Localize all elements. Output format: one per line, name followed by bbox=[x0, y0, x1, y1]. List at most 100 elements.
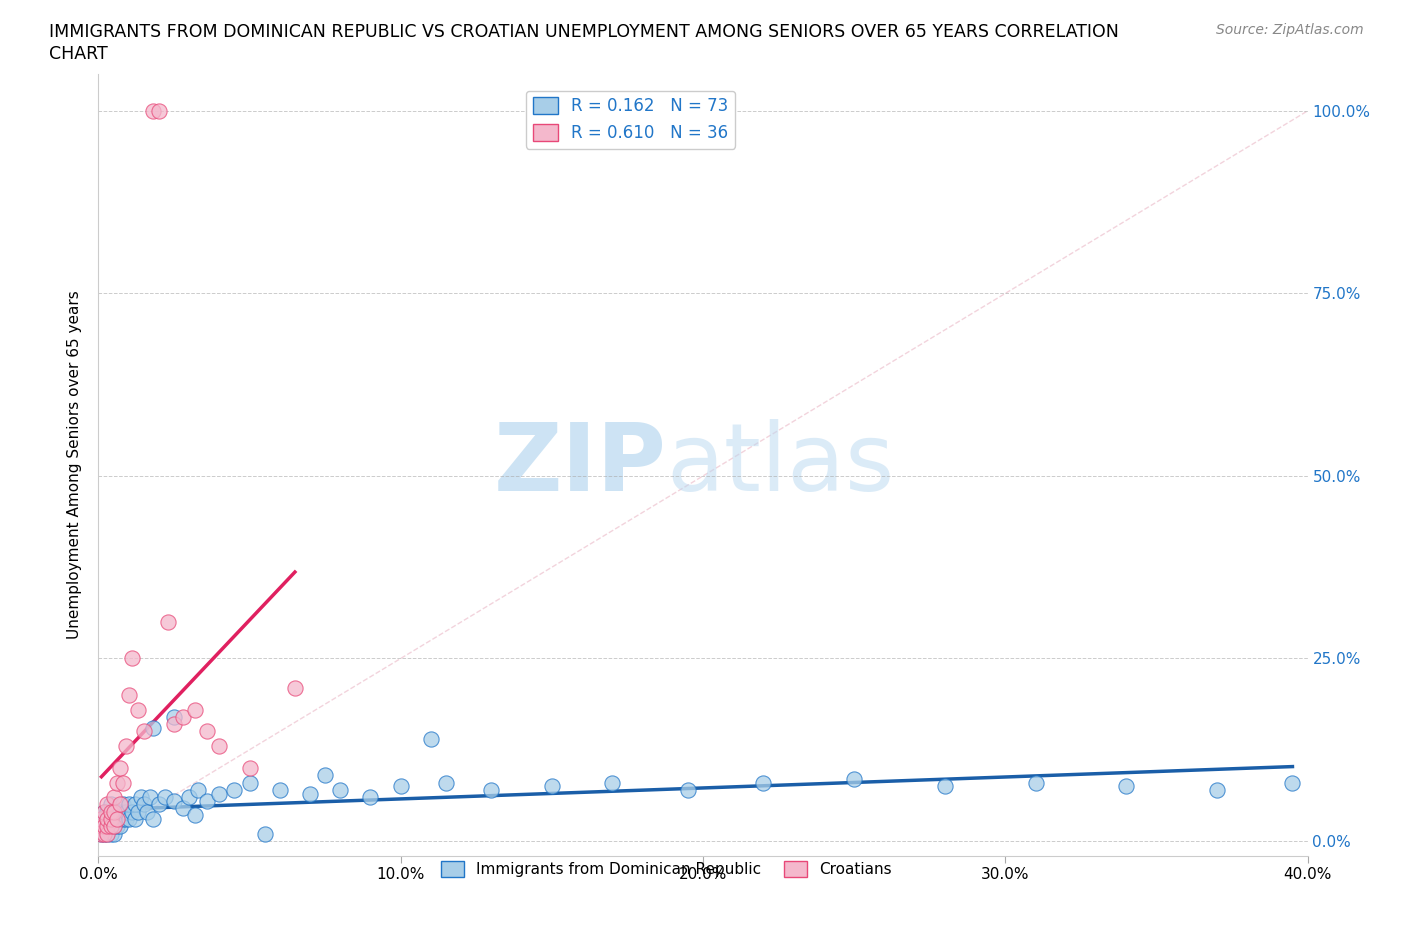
Point bbox=[90, 812, 112, 827]
Point bbox=[100, 797, 122, 812]
Point bbox=[121, 651, 143, 666]
Point bbox=[90, 819, 112, 834]
Point bbox=[420, 731, 443, 746]
Point bbox=[118, 797, 141, 812]
Point bbox=[389, 778, 412, 793]
Point bbox=[100, 812, 122, 827]
Point bbox=[124, 797, 146, 812]
Point bbox=[103, 826, 125, 841]
Point bbox=[1206, 782, 1229, 797]
Point bbox=[127, 702, 149, 717]
Point bbox=[142, 103, 165, 118]
Point bbox=[124, 812, 146, 827]
Point bbox=[135, 804, 157, 819]
Point bbox=[105, 812, 128, 827]
Point bbox=[142, 812, 165, 827]
Point bbox=[121, 804, 143, 819]
Point bbox=[114, 804, 136, 819]
Point bbox=[602, 775, 624, 790]
Point bbox=[118, 812, 141, 827]
Point bbox=[114, 812, 136, 827]
Point bbox=[299, 786, 322, 801]
Point bbox=[284, 680, 307, 695]
Legend: Immigrants from Dominican Republic, Croatians: Immigrants from Dominican Republic, Croa… bbox=[434, 855, 898, 884]
Point bbox=[127, 804, 149, 819]
Point bbox=[163, 717, 186, 732]
Text: IMMIGRANTS FROM DOMINICAN REPUBLIC VS CROATIAN UNEMPLOYMENT AMONG SENIORS OVER 6: IMMIGRANTS FROM DOMINICAN REPUBLIC VS CR… bbox=[49, 23, 1119, 41]
Point bbox=[253, 826, 276, 841]
Point bbox=[111, 775, 134, 790]
Text: Source: ZipAtlas.com: Source: ZipAtlas.com bbox=[1216, 23, 1364, 37]
Point bbox=[676, 782, 699, 797]
Point bbox=[153, 790, 176, 804]
Point bbox=[96, 812, 118, 827]
Point bbox=[129, 790, 152, 804]
Point bbox=[314, 768, 336, 783]
Point bbox=[239, 775, 262, 790]
Point bbox=[105, 775, 128, 790]
Point bbox=[132, 797, 155, 812]
Point bbox=[148, 103, 170, 118]
Point bbox=[132, 724, 155, 739]
Point bbox=[96, 826, 118, 841]
Point bbox=[103, 804, 125, 819]
Point bbox=[108, 819, 131, 834]
Text: CHART: CHART bbox=[49, 45, 108, 62]
Point bbox=[934, 778, 956, 793]
Point bbox=[239, 761, 262, 776]
Point bbox=[1115, 778, 1137, 793]
Point bbox=[172, 710, 194, 724]
Point bbox=[184, 702, 207, 717]
Point bbox=[105, 819, 128, 834]
Point bbox=[96, 819, 118, 834]
Point bbox=[108, 761, 131, 776]
Point bbox=[100, 812, 122, 827]
Point bbox=[195, 724, 218, 739]
Point bbox=[208, 786, 231, 801]
Point bbox=[139, 790, 162, 804]
Point bbox=[481, 782, 503, 797]
Point bbox=[108, 804, 131, 819]
Point bbox=[103, 812, 125, 827]
Point bbox=[142, 721, 165, 736]
Point bbox=[111, 804, 134, 819]
Point bbox=[90, 812, 112, 827]
Text: ZIP: ZIP bbox=[494, 419, 666, 511]
Point bbox=[1281, 775, 1303, 790]
Point bbox=[100, 826, 122, 841]
Point bbox=[184, 808, 207, 823]
Point bbox=[540, 778, 562, 793]
Point bbox=[93, 826, 115, 841]
Point bbox=[100, 819, 122, 834]
Point bbox=[96, 826, 118, 841]
Point bbox=[114, 738, 136, 753]
Point bbox=[187, 782, 209, 797]
Point bbox=[93, 826, 115, 841]
Point bbox=[96, 797, 118, 812]
Point bbox=[93, 819, 115, 834]
Point bbox=[172, 801, 194, 816]
Point bbox=[111, 812, 134, 827]
Point bbox=[90, 819, 112, 834]
Point bbox=[329, 782, 352, 797]
Point bbox=[208, 738, 231, 753]
Point bbox=[148, 797, 170, 812]
Point bbox=[179, 790, 201, 804]
Point bbox=[93, 804, 115, 819]
Point bbox=[93, 804, 115, 819]
Point bbox=[752, 775, 775, 790]
Point bbox=[100, 819, 122, 834]
Point bbox=[105, 812, 128, 827]
Point bbox=[163, 793, 186, 808]
Point bbox=[434, 775, 457, 790]
Point bbox=[163, 710, 186, 724]
Point bbox=[105, 804, 128, 819]
Point bbox=[90, 826, 112, 841]
Point bbox=[96, 819, 118, 834]
Y-axis label: Unemployment Among Seniors over 65 years: Unemployment Among Seniors over 65 years bbox=[67, 291, 83, 640]
Point bbox=[90, 826, 112, 841]
Text: atlas: atlas bbox=[666, 419, 896, 511]
Point bbox=[96, 804, 118, 819]
Point bbox=[103, 790, 125, 804]
Point bbox=[103, 819, 125, 834]
